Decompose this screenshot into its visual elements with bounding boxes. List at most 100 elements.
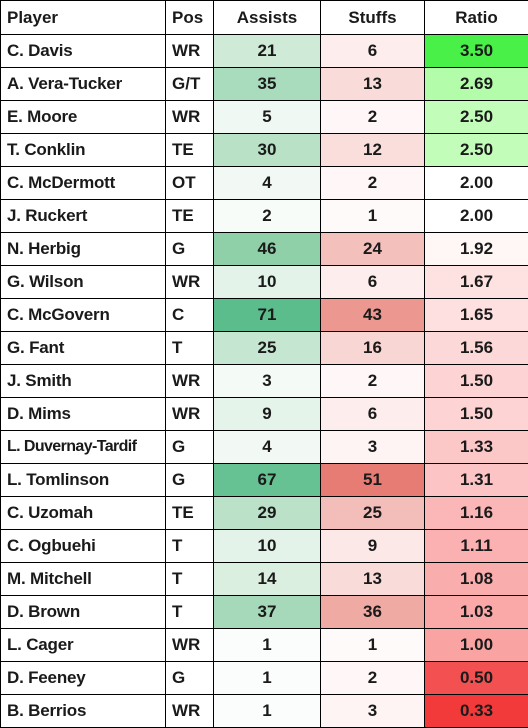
player-cell: E. Moore: [0, 100, 166, 134]
pos-cell: WR: [165, 628, 214, 662]
ratio-cell: 1.31: [424, 463, 528, 497]
table-row: C. Ogbuehi T 10 9 1.11: [0, 529, 528, 563]
table-row: D. Mims WR 9 6 1.50: [0, 397, 528, 431]
pos-cell: WR: [165, 34, 214, 68]
header-assists: Assists: [213, 0, 321, 35]
ratio-cell: 1.50: [424, 364, 528, 398]
player-cell: M. Mitchell: [0, 562, 166, 596]
player-cell: G. Wilson: [0, 265, 166, 299]
table-row: C. McDermott OT 4 2 2.00: [0, 166, 528, 200]
pos-cell: T: [165, 595, 214, 629]
pos-cell: OT: [165, 166, 214, 200]
stuffs-cell: 3: [320, 430, 425, 464]
player-cell: L. Tomlinson: [0, 463, 166, 497]
stuffs-cell: 12: [320, 133, 425, 167]
pos-cell: G: [165, 463, 214, 497]
ratio-cell: 0.33: [424, 694, 528, 728]
player-cell: A. Vera-Tucker: [0, 67, 166, 101]
pos-cell: T: [165, 529, 214, 563]
pos-cell: WR: [165, 265, 214, 299]
table-row: D. Brown T 37 36 1.03: [0, 595, 528, 629]
player-cell: B. Berrios: [0, 694, 166, 728]
ratio-cell: 2.00: [424, 199, 528, 233]
player-cell: L. Duvernay-Tardif: [0, 430, 166, 464]
pos-cell: C: [165, 298, 214, 332]
assists-cell: 1: [213, 694, 321, 728]
table-row: C. Davis WR 21 6 3.50: [0, 34, 528, 68]
assists-cell: 4: [213, 166, 321, 200]
ratio-cell: 1.92: [424, 232, 528, 266]
assists-cell: 14: [213, 562, 321, 596]
stuffs-cell: 6: [320, 34, 425, 68]
table-row: M. Mitchell T 14 13 1.08: [0, 562, 528, 596]
table-row: L. Cager WR 1 1 1.00: [0, 628, 528, 662]
ratio-cell: 3.50: [424, 34, 528, 68]
pos-cell: TE: [165, 133, 214, 167]
assists-cell: 1: [213, 661, 321, 695]
ratio-cell: 2.50: [424, 100, 528, 134]
pos-cell: G/T: [165, 67, 214, 101]
stuffs-cell: 2: [320, 100, 425, 134]
ratio-cell: 1.11: [424, 529, 528, 563]
player-cell: N. Herbig: [0, 232, 166, 266]
player-cell: C. Davis: [0, 34, 166, 68]
ratio-cell: 1.03: [424, 595, 528, 629]
player-cell: D. Feeney: [0, 661, 166, 695]
pos-cell: TE: [165, 199, 214, 233]
stuffs-cell: 16: [320, 331, 425, 365]
ratio-cell: 1.65: [424, 298, 528, 332]
stuffs-cell: 6: [320, 397, 425, 431]
assists-cell: 67: [213, 463, 321, 497]
table-row: G. Wilson WR 10 6 1.67: [0, 265, 528, 299]
header-ratio: Ratio: [424, 0, 528, 35]
assists-cell: 37: [213, 595, 321, 629]
pos-cell: G: [165, 430, 214, 464]
ratio-cell: 2.00: [424, 166, 528, 200]
assists-cell: 1: [213, 628, 321, 662]
pos-cell: T: [165, 331, 214, 365]
table-row: T. Conklin TE 30 12 2.50: [0, 133, 528, 167]
pos-cell: T: [165, 562, 214, 596]
assists-cell: 3: [213, 364, 321, 398]
table-row: C. Uzomah TE 29 25 1.16: [0, 496, 528, 530]
header-stuffs: Stuffs: [320, 0, 425, 35]
assists-cell: 9: [213, 397, 321, 431]
table-row: A. Vera-Tucker G/T 35 13 2.69: [0, 67, 528, 101]
player-cell: D. Brown: [0, 595, 166, 629]
player-cell: L. Cager: [0, 628, 166, 662]
assists-cell: 29: [213, 496, 321, 530]
table-row: J. Smith WR 3 2 1.50: [0, 364, 528, 398]
ratio-cell: 1.00: [424, 628, 528, 662]
assists-cell: 30: [213, 133, 321, 167]
player-cell: C. McDermott: [0, 166, 166, 200]
assists-cell: 5: [213, 100, 321, 134]
stuffs-cell: 25: [320, 496, 425, 530]
ratio-cell: 2.69: [424, 67, 528, 101]
ratio-cell: 1.67: [424, 265, 528, 299]
stuffs-cell: 6: [320, 265, 425, 299]
header-pos: Pos: [165, 0, 214, 35]
stuffs-cell: 51: [320, 463, 425, 497]
ratio-cell: 1.16: [424, 496, 528, 530]
assists-cell: 4: [213, 430, 321, 464]
stuffs-cell: 2: [320, 364, 425, 398]
table-row: N. Herbig G 46 24 1.92: [0, 232, 528, 266]
table-row: D. Feeney G 1 2 0.50: [0, 661, 528, 695]
pos-cell: G: [165, 661, 214, 695]
stuffs-cell: 2: [320, 166, 425, 200]
stuffs-cell: 1: [320, 199, 425, 233]
ratio-cell: 1.08: [424, 562, 528, 596]
pos-cell: WR: [165, 100, 214, 134]
pos-cell: TE: [165, 496, 214, 530]
table-row: G. Fant T 25 16 1.56: [0, 331, 528, 365]
ratio-cell: 1.50: [424, 397, 528, 431]
player-cell: C. McGovern: [0, 298, 166, 332]
assists-cell: 10: [213, 529, 321, 563]
stuffs-cell: 24: [320, 232, 425, 266]
ratio-cell: 1.33: [424, 430, 528, 464]
table-row: J. Ruckert TE 2 1 2.00: [0, 199, 528, 233]
table-row: C. McGovern C 71 43 1.65: [0, 298, 528, 332]
player-cell: T. Conklin: [0, 133, 166, 167]
pos-cell: WR: [165, 694, 214, 728]
